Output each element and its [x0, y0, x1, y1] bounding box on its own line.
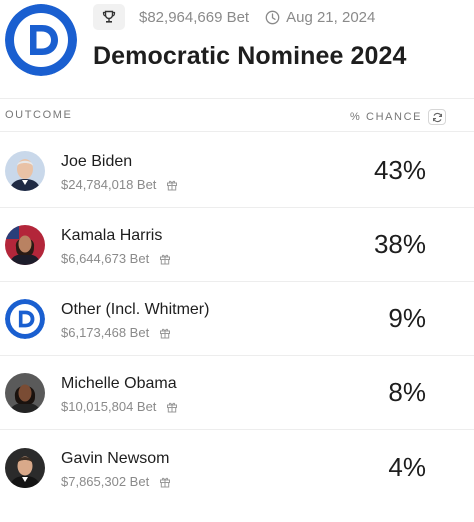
trophy-icon[interactable]	[93, 4, 125, 30]
chance-header-label: % CHANCE	[350, 111, 423, 123]
outcome-bet-amount: $24,784,018 Bet	[61, 177, 157, 192]
outcome-row-other[interactable]: Other (Incl. Whitmer) $6,173,468 Bet 9%	[0, 281, 474, 355]
outcome-row-joe-biden[interactable]: Joe Biden $24,784,018 Bet 43%	[0, 133, 474, 207]
page-title: Democratic Nominee 2024	[93, 42, 407, 70]
outcome-name: Joe Biden	[61, 153, 133, 170]
outcome-row-gavin-newsom[interactable]: Gavin Newsom $7,865,302 Bet 4%	[0, 430, 474, 504]
outcome-bet-amount: $6,644,673 Bet	[61, 251, 150, 266]
outcome-chance: 38%	[373, 229, 426, 259]
outcome-name: Kamala Harris	[61, 227, 163, 244]
market-meta: $82,964,669 Bet Aug 21, 2024	[93, 4, 375, 30]
clock-icon	[265, 10, 280, 25]
outcome-row-michelle-obama[interactable]: Michelle Obama $10,015,804 Bet 8%	[0, 355, 474, 429]
row-divider	[0, 281, 474, 282]
outcome-name: Michelle Obama	[61, 375, 177, 392]
outcome-name: Gavin Newsom	[61, 450, 170, 467]
outcome-name: Other (Incl. Whitmer)	[61, 301, 210, 318]
outcome-bet-amount: $10,015,804 Bet	[61, 399, 157, 414]
michelle-obama-avatar	[5, 373, 45, 413]
outcome-bet: $6,173,468 Bet	[61, 325, 171, 340]
outcome-chance: 4%	[388, 452, 426, 482]
kamala-harris-avatar	[5, 225, 45, 265]
gift-icon[interactable]	[166, 179, 178, 191]
header-divider	[0, 98, 474, 99]
outcome-bet: $10,015,804 Bet	[61, 399, 178, 414]
outcome-column-header: OUTCOME	[5, 109, 73, 121]
gift-icon[interactable]	[159, 327, 171, 339]
market-header: $82,964,669 Bet Aug 21, 2024 Democratic …	[0, 0, 474, 100]
democratic-logo-icon	[5, 4, 77, 76]
democratic-logo-icon	[5, 299, 45, 339]
joe-biden-avatar	[5, 151, 45, 191]
outcome-bet-amount: $6,173,468 Bet	[61, 325, 150, 340]
table-head-divider	[0, 131, 474, 132]
row-divider	[0, 207, 474, 208]
chance-column-header: % CHANCE	[350, 109, 447, 125]
outcome-bet-amount: $7,865,302 Bet	[61, 474, 150, 489]
gift-icon[interactable]	[166, 401, 178, 413]
gift-icon[interactable]	[159, 476, 171, 488]
outcome-bet: $6,644,673 Bet	[61, 251, 171, 266]
market-date: Aug 21, 2024	[286, 8, 376, 26]
market-volume: $82,964,669 Bet	[139, 8, 250, 26]
refresh-icon[interactable]	[428, 109, 447, 125]
outcome-row-kamala-harris[interactable]: Kamala Harris $6,644,673 Bet 38%	[0, 207, 474, 281]
gavin-newsom-avatar	[5, 448, 45, 488]
outcome-chance: 43%	[373, 155, 426, 185]
outcome-bet: $7,865,302 Bet	[61, 474, 171, 489]
row-divider	[0, 429, 474, 430]
outcome-bet: $24,784,018 Bet	[61, 177, 178, 192]
outcome-chance: 8%	[388, 377, 426, 407]
gift-icon[interactable]	[159, 253, 171, 265]
row-divider	[0, 355, 474, 356]
outcome-chance: 9%	[388, 303, 426, 333]
